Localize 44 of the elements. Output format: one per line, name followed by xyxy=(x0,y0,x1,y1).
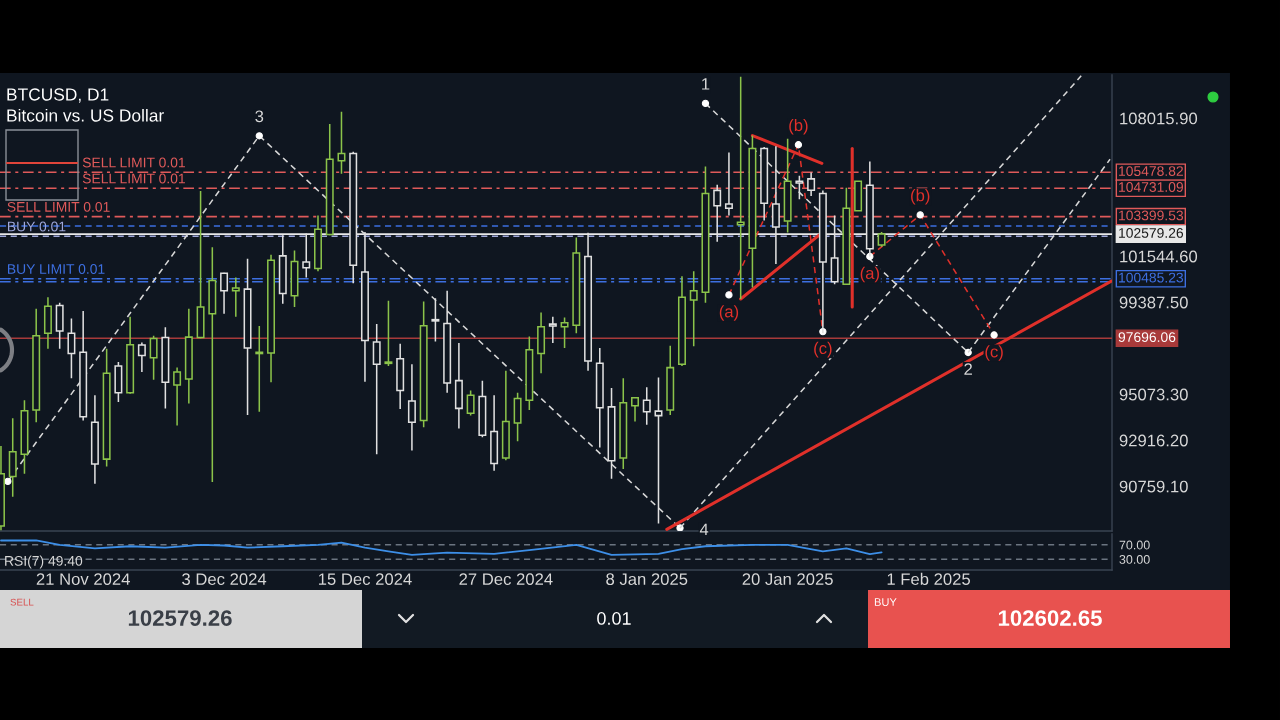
ref-line-label: 103399.53 xyxy=(1119,210,1184,221)
text: 0.01 xyxy=(597,612,631,625)
annotation: BUY 0.01 xyxy=(7,221,66,232)
x-tick-label: 3 Dec 2024 xyxy=(182,573,267,586)
annotation: 4 xyxy=(699,523,709,536)
x-tick-label: 8 Jan 2025 xyxy=(606,573,688,586)
annotation: SELL LIMIT 0.01 xyxy=(82,173,185,184)
y-tick-label: 90759.10 xyxy=(1119,480,1188,493)
x-tick-label: 21 Nov 2024 xyxy=(36,573,130,586)
annotation: BUY LIMIT 0.01 xyxy=(7,264,105,274)
y-tick-label: 95073.30 xyxy=(1119,388,1188,401)
x-tick-label: 1 Feb 2025 xyxy=(887,572,971,586)
annotation: (b) xyxy=(789,118,808,135)
ref-line-label: 105478.82 xyxy=(1119,166,1183,177)
ref-line-label: 104731.09 xyxy=(1119,182,1183,192)
annotation: 3 xyxy=(255,110,264,123)
text: Bitcoin vs. US Dollar xyxy=(7,108,164,122)
y-tick-label: 99387.50 xyxy=(1119,296,1188,309)
annotation: SELL LIMIT 0.01 xyxy=(82,157,185,168)
y-tick-label: 92916.20 xyxy=(1119,434,1188,447)
text: 102579.26 xyxy=(128,610,232,626)
ref-line-label: 97696.06 xyxy=(1118,332,1176,342)
annotation: SELL LIMIT 0.01 xyxy=(7,201,110,212)
annotation: (a) xyxy=(860,266,879,283)
y-tick-label: 101544.60 xyxy=(1120,250,1198,263)
ref-line-label: 100485.23 xyxy=(1119,272,1184,283)
annotation: (b) xyxy=(911,189,930,205)
text: RSI(7) 49.40 xyxy=(5,555,83,569)
annotation: 1 xyxy=(702,78,710,90)
ref-line-label: 102579.26 xyxy=(1119,228,1184,238)
text: 102602.65 xyxy=(998,610,1102,626)
x-tick-label: 20 Jan 2025 xyxy=(742,573,833,586)
x-tick-label: 27 Dec 2024 xyxy=(459,573,553,586)
annotation: (c) xyxy=(985,345,1003,361)
text: SELL xyxy=(10,598,34,606)
y-tick-label: 108015.90 xyxy=(1120,112,1198,125)
text: BUY xyxy=(874,598,897,606)
x-tick-label: 15 Dec 2024 xyxy=(318,573,412,586)
annotation: 2 xyxy=(964,363,972,375)
text: BTCUSD, D1 xyxy=(7,88,109,103)
y-tick-label: 30.00 xyxy=(1119,555,1150,564)
annotation: (a) xyxy=(719,305,739,321)
annotation: (c) xyxy=(814,341,832,358)
y-tick-label: 70.00 xyxy=(1119,540,1150,550)
